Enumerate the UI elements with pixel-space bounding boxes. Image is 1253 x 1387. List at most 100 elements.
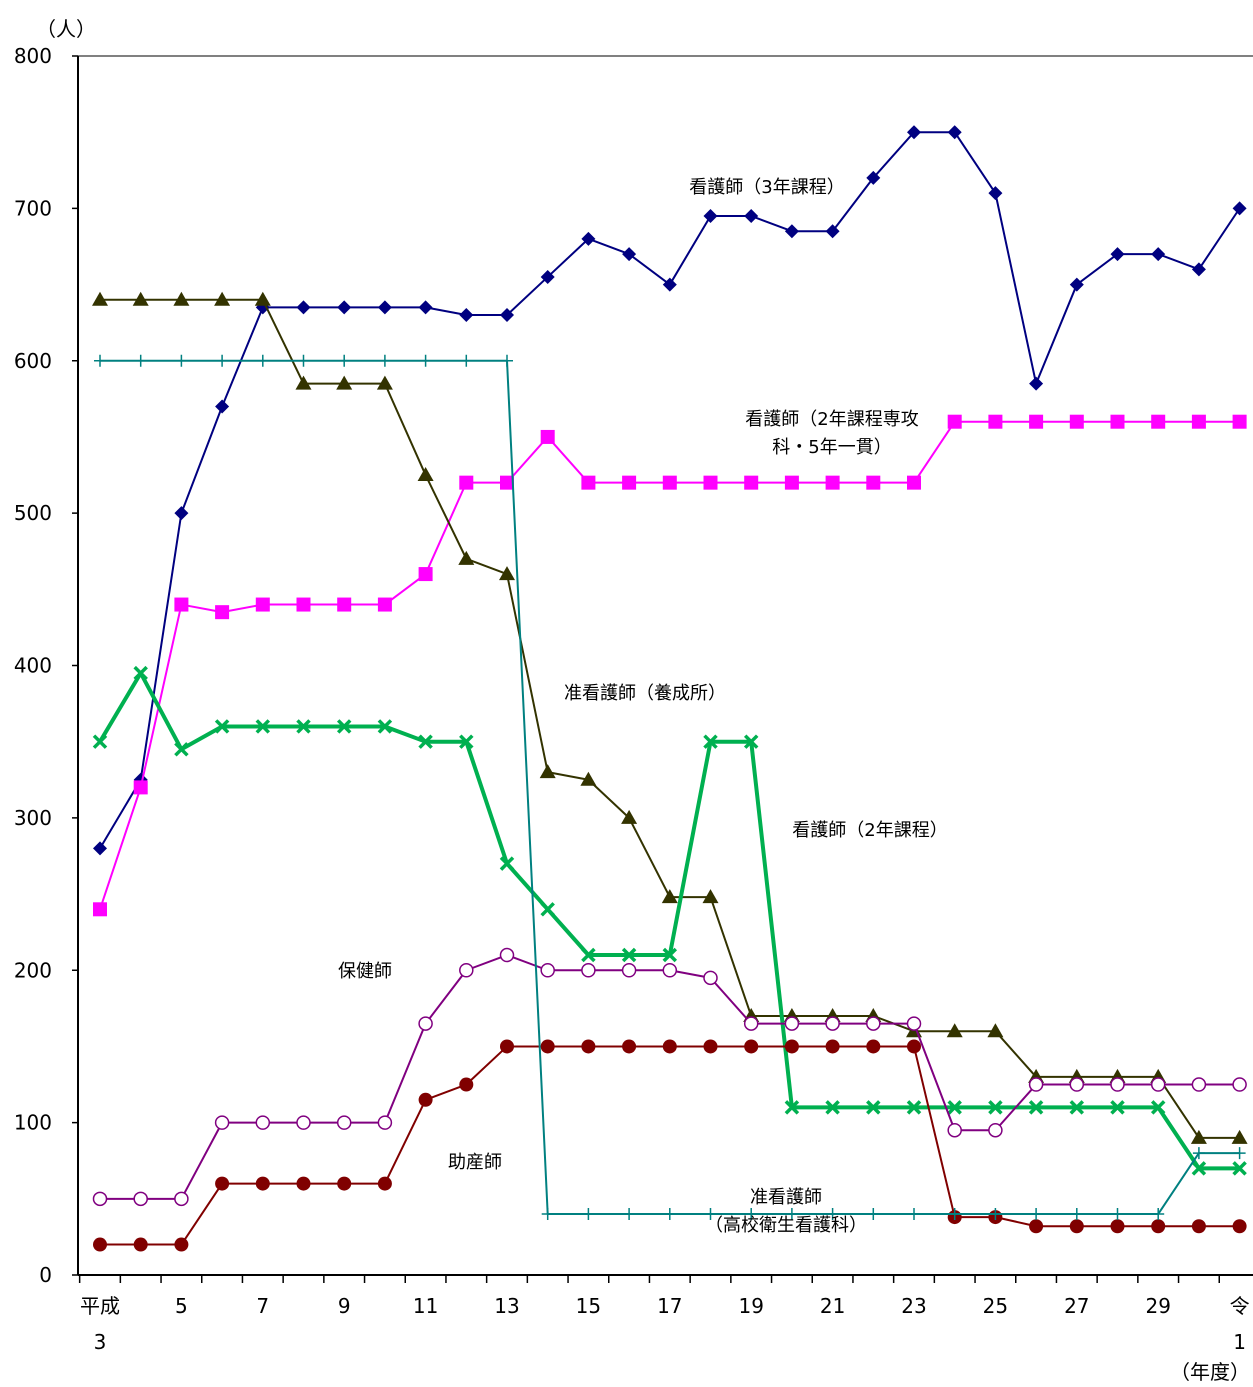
data-point-public_health <box>296 1115 311 1130</box>
data-point-midwife <box>459 1077 474 1092</box>
x-tick-label: 17 <box>657 1294 682 1318</box>
data-point-public_health <box>906 1016 922 1031</box>
data-point-nurse2 <box>947 1100 962 1115</box>
data-point-nurse2special <box>93 902 107 917</box>
data-point-public_health <box>255 1115 271 1130</box>
data-point-nurse3 <box>703 208 718 223</box>
data-point-nurse2special <box>255 597 270 612</box>
data-point-nurse3 <box>377 300 392 315</box>
data-point-midwife <box>377 1176 392 1191</box>
data-point-assistant_highschool <box>1070 1208 1083 1221</box>
y-tick-label: 0 <box>39 1263 52 1287</box>
data-point-public_health <box>825 1016 840 1031</box>
data-point-assistant_highschool <box>256 354 269 367</box>
data-point-midwife <box>1151 1219 1166 1234</box>
data-point-public_health <box>581 963 596 978</box>
data-point-assistant_highschool <box>134 354 147 367</box>
data-point-nurse2 <box>133 665 148 681</box>
data-point-midwife <box>784 1039 799 1054</box>
data-point-assistant_school <box>539 764 556 779</box>
data-point-nurse3 <box>540 269 555 284</box>
data-point-nurse3 <box>1110 247 1125 262</box>
data-point-nurse2 <box>1028 1100 1044 1115</box>
y-tick-label: 800 <box>14 44 52 68</box>
data-point-public_health <box>377 1115 393 1130</box>
data-point-assistant_school <box>946 1023 963 1038</box>
data-point-nurse3 <box>662 277 677 292</box>
data-point-public_health <box>1150 1077 1166 1092</box>
data-point-nurse2special <box>988 414 1003 429</box>
data-point-midwife <box>1069 1219 1084 1234</box>
data-point-midwife <box>581 1039 596 1054</box>
series-assistant_highschool <box>94 354 1246 1221</box>
data-point-assistant_school <box>702 889 719 904</box>
data-point-assistant_school <box>254 291 271 306</box>
x-tick-label: 平成 <box>80 1294 120 1318</box>
data-point-nurse3 <box>988 186 1003 201</box>
data-point-midwife <box>296 1176 311 1191</box>
x-tick-label-line2: 3 <box>94 1330 107 1354</box>
data-point-nurse2special <box>1110 414 1125 429</box>
series-label-assistant_highschool: 准看護師 <box>750 1187 822 1208</box>
data-point-nurse2 <box>825 1100 840 1115</box>
data-point-nurse2 <box>703 734 718 749</box>
data-point-midwife <box>866 1039 881 1054</box>
data-point-midwife <box>337 1176 352 1191</box>
data-point-nurse2special <box>1069 414 1084 429</box>
data-point-assistant_school <box>661 889 678 904</box>
data-point-public_health <box>947 1122 962 1138</box>
data-point-public_health <box>92 1191 108 1207</box>
data-point-public_health <box>1110 1077 1125 1092</box>
data-point-nurse2special <box>866 475 881 490</box>
data-point-midwife <box>255 1176 270 1191</box>
data-point-nurse2special <box>622 475 637 490</box>
data-point-midwife <box>133 1237 148 1252</box>
y-axis-ticks: 0 100 200 300 400 500 600 700 800 <box>14 44 78 1287</box>
data-point-public_health <box>988 1122 1003 1138</box>
series-line-nurse2 <box>98 671 1240 1171</box>
data-point-nurse3 <box>93 841 107 856</box>
data-point-midwife <box>1110 1219 1125 1234</box>
data-point-nurse3 <box>744 208 759 223</box>
data-point-nurse2 <box>1150 1100 1166 1115</box>
data-point-nurse3 <box>947 125 962 140</box>
x-tick-label: 29 <box>1145 1294 1170 1318</box>
data-point-nurse2 <box>988 1100 1003 1115</box>
series-line-assistant_school <box>100 298 1240 1139</box>
data-point-nurse2 <box>1069 1100 1085 1115</box>
x-axis-unit: （年度） <box>1170 1360 1250 1384</box>
x-tick-label: 令 <box>1230 1294 1250 1318</box>
data-point-nurse2special <box>784 475 799 490</box>
data-point-assistant_highschool <box>338 354 351 367</box>
data-point-assistant_school <box>92 291 108 306</box>
data-point-assistant_highschool <box>1111 1208 1124 1221</box>
data-point-public_health <box>1232 1077 1247 1092</box>
y-tick-label: 700 <box>14 196 52 220</box>
data-point-assistant_highschool <box>582 1208 595 1221</box>
series-label-nurse2: 看護師（2年課程） <box>792 820 947 841</box>
series-nurse3 <box>93 125 1247 856</box>
data-point-nurse3 <box>1029 376 1044 391</box>
data-point-nurse2special <box>947 414 962 429</box>
series-label-nurse3: 看護師（3年課程） <box>689 177 844 198</box>
data-point-midwife <box>215 1176 230 1191</box>
data-point-public_health <box>336 1115 352 1130</box>
data-point-public_health <box>418 1016 433 1031</box>
x-tick-label-line2: 1 <box>1233 1330 1246 1354</box>
x-tick-label: 5 <box>175 1294 188 1318</box>
data-point-nurse2 <box>1232 1161 1247 1176</box>
data-point-nurse3 <box>866 170 881 185</box>
x-tick-label: 23 <box>901 1294 926 1318</box>
data-point-midwife <box>1191 1219 1206 1234</box>
data-point-nurse2 <box>581 947 596 963</box>
data-point-midwife <box>93 1237 107 1252</box>
data-point-assistant_highschool <box>663 1208 676 1221</box>
x-tick-label: 13 <box>494 1294 519 1318</box>
data-point-nurse2 <box>377 719 393 734</box>
data-point-public_health <box>662 963 678 978</box>
data-point-assistant_highschool <box>1152 1208 1165 1221</box>
data-point-nurse2 <box>662 947 678 963</box>
data-point-nurse2 <box>1110 1100 1125 1115</box>
data-point-assistant_highschool <box>419 354 432 367</box>
x-tick-label: 25 <box>983 1294 1008 1318</box>
